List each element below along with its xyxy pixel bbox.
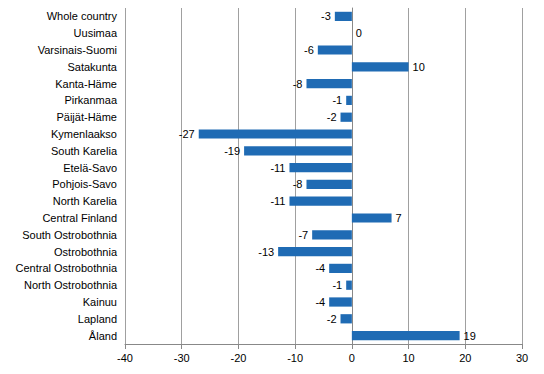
svg-text:Central Finland: Central Finland (42, 212, 117, 224)
svg-text:Ostrobothnia: Ostrobothnia (54, 246, 118, 258)
svg-text:10: 10 (402, 352, 414, 364)
svg-text:-19: -19 (224, 145, 240, 157)
svg-text:-4: -4 (315, 262, 325, 274)
svg-text:South Karelia: South Karelia (51, 145, 118, 157)
svg-text:Varsinais-Suomi: Varsinais-Suomi (38, 44, 117, 56)
svg-text:-1: -1 (332, 279, 342, 291)
svg-text:-40: -40 (117, 352, 133, 364)
svg-text:Åland: Åland (89, 330, 117, 342)
svg-text:-30: -30 (174, 352, 190, 364)
svg-text:Kanta-Häme: Kanta-Häme (55, 78, 117, 90)
svg-text:-8: -8 (293, 178, 303, 190)
svg-text:19: 19 (464, 330, 476, 342)
svg-text:Päijät-Häme: Päijät-Häme (56, 111, 117, 123)
svg-text:Lapland: Lapland (78, 313, 117, 325)
svg-text:-27: -27 (179, 128, 195, 140)
svg-text:-2: -2 (327, 313, 337, 325)
svg-text:0: 0 (356, 27, 362, 39)
svg-text:North Karelia: North Karelia (53, 195, 118, 207)
svg-text:South Ostrobothnia: South Ostrobothnia (22, 229, 118, 241)
svg-text:Kymenlaakso: Kymenlaakso (51, 128, 117, 140)
svg-text:Satakunta: Satakunta (67, 61, 117, 73)
svg-text:Etelä-Savo: Etelä-Savo (63, 162, 117, 174)
svg-text:-11: -11 (270, 195, 285, 207)
svg-text:Whole country: Whole country (47, 10, 118, 22)
svg-text:-3: -3 (321, 10, 331, 22)
svg-text:Pirkanmaa: Pirkanmaa (64, 94, 117, 106)
svg-text:Kainuu: Kainuu (83, 296, 117, 308)
svg-text:-8: -8 (293, 78, 303, 90)
svg-text:-7: -7 (298, 229, 308, 241)
svg-text:Pohjois-Savo: Pohjois-Savo (52, 178, 117, 190)
svg-text:Central Ostrobothnia: Central Ostrobothnia (16, 262, 118, 274)
svg-text:10: 10 (413, 61, 425, 73)
svg-text:-10: -10 (287, 352, 303, 364)
svg-text:30: 30 (516, 352, 528, 364)
svg-text:0: 0 (349, 352, 355, 364)
svg-text:North Ostrobothnia: North Ostrobothnia (24, 279, 118, 291)
svg-text:-2: -2 (327, 111, 337, 123)
svg-text:Uusimaa: Uusimaa (74, 27, 118, 39)
svg-text:-20: -20 (230, 352, 246, 364)
svg-text:-11: -11 (270, 162, 285, 174)
svg-text:-6: -6 (304, 44, 314, 56)
svg-text:7: 7 (396, 212, 402, 224)
svg-text:-4: -4 (315, 296, 325, 308)
svg-text:-13: -13 (258, 246, 274, 258)
svg-text:20: 20 (459, 352, 471, 364)
svg-text:-1: -1 (332, 94, 342, 106)
